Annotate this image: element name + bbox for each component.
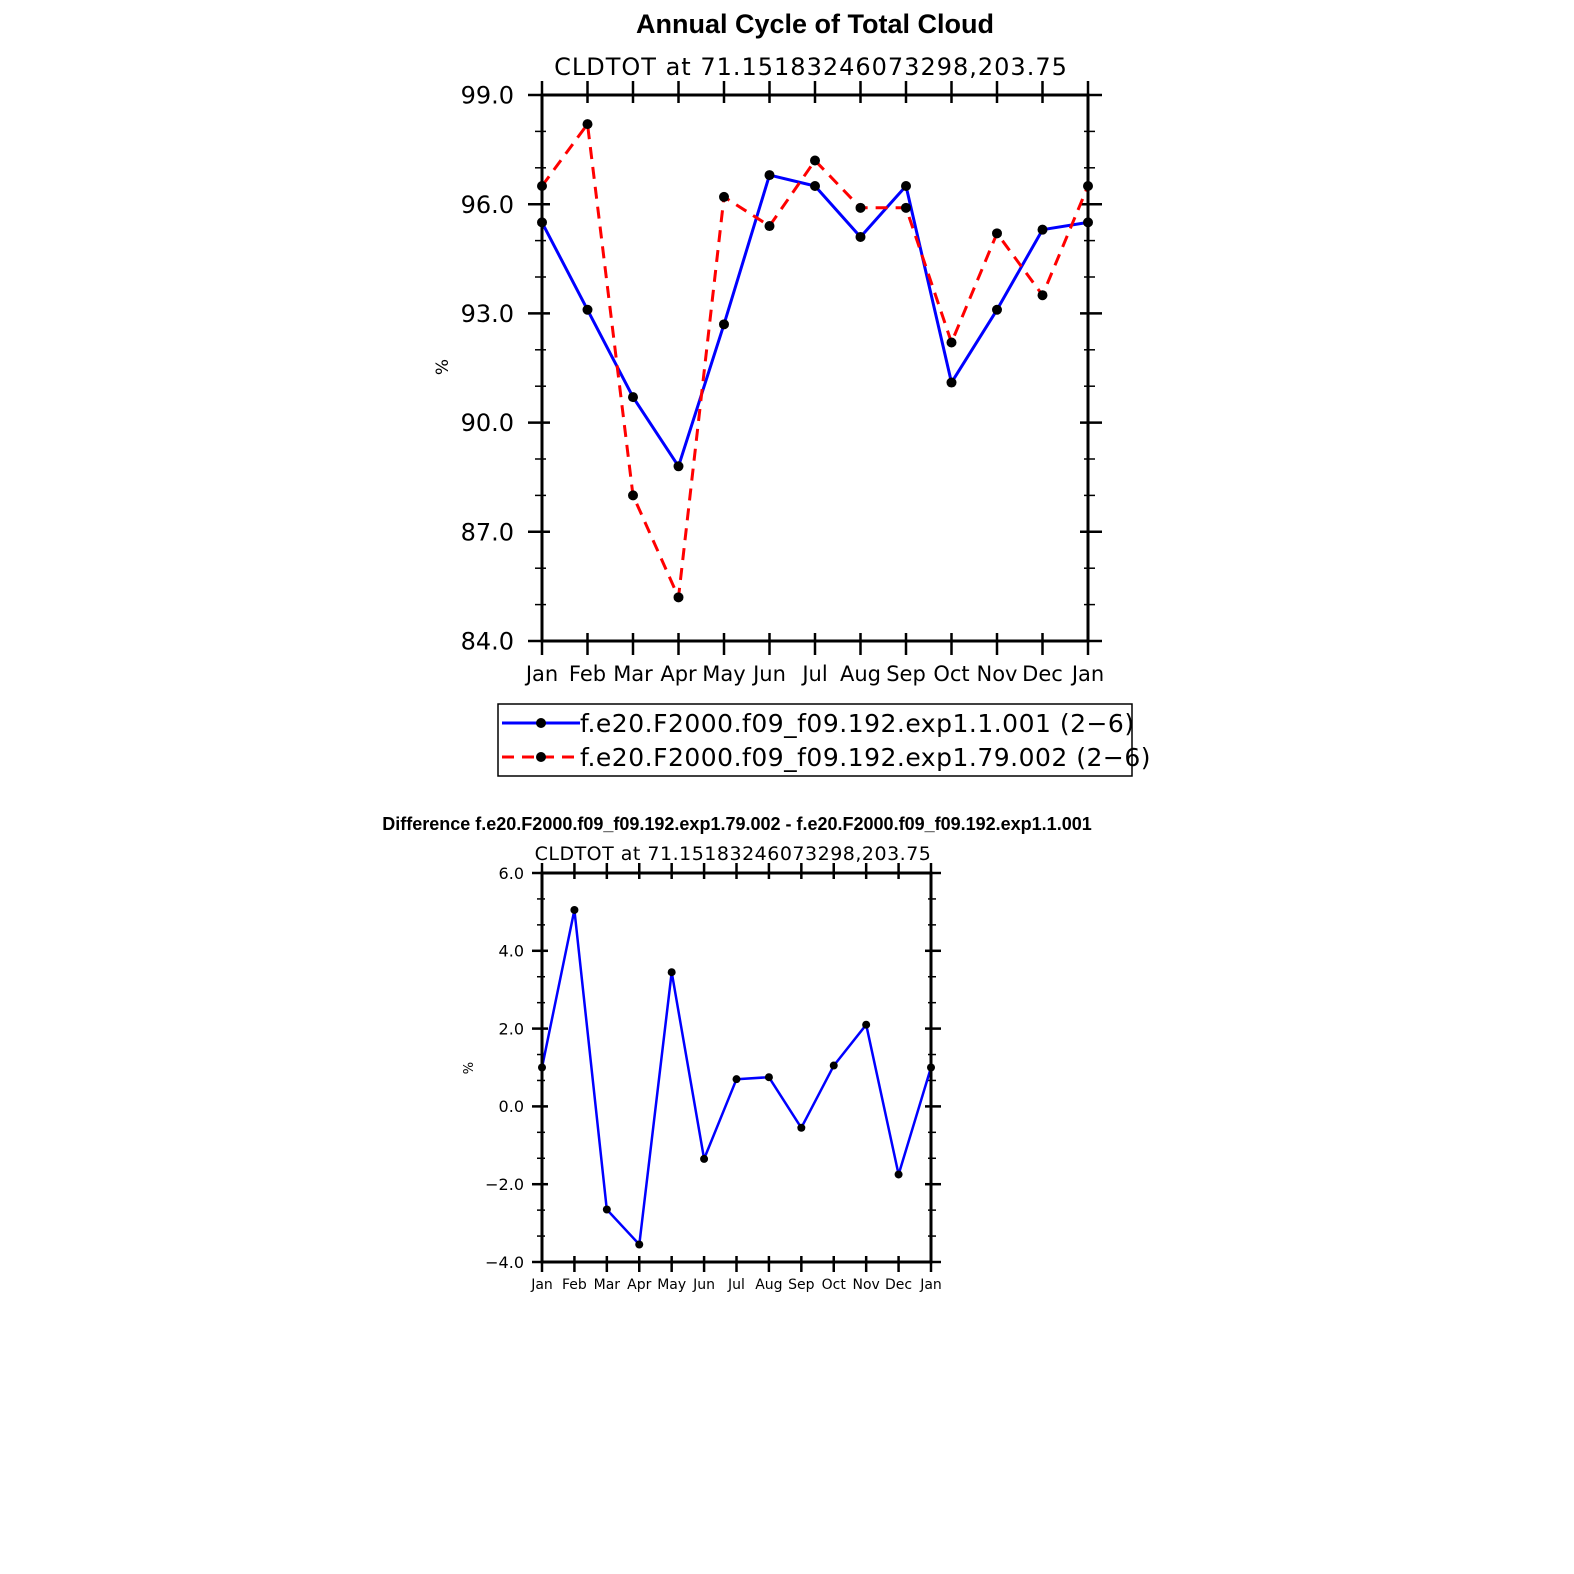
- x-tick-label: Jan: [1070, 662, 1104, 686]
- diff-y-tick-label: 2.0: [499, 1019, 524, 1038]
- diff-series-1-point: [732, 1075, 741, 1084]
- diff-series-1-point: [829, 1061, 838, 1070]
- diff-y-tick-label: 0.0: [499, 1097, 524, 1116]
- diff-series-1-point: [894, 1170, 903, 1179]
- diff-x-tick-label: Apr: [627, 1277, 651, 1293]
- x-tick-label: Apr: [660, 662, 697, 686]
- chart-subtitle: CLDTOT at 71.15183246073298,203.75: [554, 53, 1068, 81]
- x-tick-label: Sep: [886, 662, 926, 686]
- series-1-point: [764, 170, 775, 181]
- diff-x-tick-label: Feb: [562, 1277, 587, 1293]
- diff-y-axis-label: %: [462, 1062, 477, 1074]
- diff-x-tick-label: Sep: [788, 1277, 815, 1293]
- diff-series-1-point: [602, 1205, 611, 1214]
- series-1-point: [1037, 224, 1048, 235]
- diff-y-tick-label: −2.0: [485, 1175, 524, 1194]
- series-1-point: [719, 319, 729, 330]
- diff-x-tick-label: Dec: [885, 1277, 912, 1293]
- x-tick-label: Nov: [977, 662, 1018, 686]
- diff-y-axis-ticks: −4.0 −2.0 0.0 2.0 4.0 6.0: [485, 864, 941, 1272]
- diff-series-1-point: [635, 1240, 644, 1249]
- x-tick-label: Feb: [569, 662, 606, 686]
- x-tick-label: Jan: [524, 662, 558, 686]
- diff-chart-subtitle: CLDTOT at 71.15183246073298,203.75: [535, 843, 932, 865]
- legend-label-series-2: f.e20.F2000.f09_f09.192.exp1.79.002 (2−6…: [580, 743, 1151, 772]
- diff-y-tick-label: 6.0: [499, 864, 524, 883]
- annual-cycle-chart: Annual Cycle of Total Cloud CLDTOT at 71…: [433, 9, 1151, 777]
- series-1-point: [992, 304, 1002, 315]
- diff-series-1-point: [797, 1123, 806, 1132]
- diff-series-1-point: [862, 1020, 871, 1029]
- legend-entry-series-1: f.e20.F2000.f09_f09.192.exp1.1.001 (2−6): [502, 709, 1135, 738]
- diff-chart-title: Difference f.e20.F2000.f09_f09.192.exp1.…: [382, 814, 1091, 834]
- series-2-point: [764, 221, 775, 232]
- y-tick-label: 93.0: [461, 300, 514, 328]
- series-1-point: [673, 461, 684, 472]
- y-axis-label: %: [433, 359, 453, 375]
- diff-x-tick-label: Jan: [919, 1277, 942, 1293]
- diff-x-tick-label: Nov: [853, 1277, 880, 1293]
- series-1-point: [855, 231, 866, 242]
- y-axis-ticks: 84.0 87.0 90.0 93.0 96.0 99.0: [461, 82, 1102, 656]
- series-2-point: [673, 592, 684, 603]
- series-2-point: [810, 155, 820, 166]
- diff-x-tick-label: May: [657, 1277, 686, 1293]
- y-tick-label: 84.0: [461, 628, 514, 656]
- plot-frame: [540, 93, 1090, 643]
- x-tick-label: Aug: [840, 662, 881, 686]
- diff-y-tick-label: 4.0: [499, 942, 524, 961]
- series-2-point: [628, 490, 638, 501]
- legend-marker-series-1: [536, 718, 546, 728]
- y-tick-label: 96.0: [461, 191, 514, 219]
- series-1-point: [628, 392, 638, 403]
- y-tick-label: 90.0: [461, 409, 514, 437]
- series-group: [537, 119, 1093, 603]
- x-tick-label: Jun: [751, 662, 786, 686]
- diff-y-tick-label: −4.0: [485, 1253, 524, 1272]
- x-tick-label: Jul: [800, 662, 827, 686]
- diff-series-1-point: [667, 968, 676, 977]
- legend: f.e20.F2000.f09_f09.192.exp1.1.001 (2−6)…: [497, 703, 1151, 777]
- diff-x-tick-label: Aug: [755, 1277, 782, 1293]
- chart-title: Annual Cycle of Total Cloud: [636, 9, 994, 39]
- diff-series-1-point: [700, 1154, 709, 1163]
- diff-x-tick-label: Mar: [594, 1277, 621, 1293]
- difference-chart: Difference f.e20.F2000.f09_f09.192.exp1.…: [382, 814, 1091, 1293]
- series-2-point: [992, 228, 1002, 239]
- legend-label-series-1: f.e20.F2000.f09_f09.192.exp1.1.001 (2−6): [580, 709, 1135, 738]
- diff-plot-frame: [540, 871, 933, 1264]
- series-2-point: [1037, 290, 1048, 301]
- series-1-point: [901, 181, 911, 191]
- legend-entry-series-2: f.e20.F2000.f09_f09.192.exp1.79.002 (2−6…: [502, 743, 1151, 772]
- diff-x-tick-label: Jun: [692, 1277, 715, 1293]
- y-tick-label: 99.0: [461, 82, 514, 110]
- series-1-point: [582, 304, 593, 315]
- diff-x-tick-label: Jul: [727, 1277, 745, 1293]
- diff-series-1-point: [764, 1073, 773, 1082]
- series-1-point: [810, 181, 820, 191]
- diff-x-tick-label: Oct: [822, 1277, 847, 1293]
- legend-marker-series-2: [536, 752, 546, 762]
- y-tick-label: 87.0: [461, 518, 514, 546]
- diff-x-tick-label: Jan: [530, 1277, 553, 1293]
- diff-series-1-point: [570, 905, 579, 914]
- x-tick-label: Mar: [613, 662, 653, 686]
- x-tick-label: Dec: [1022, 662, 1063, 686]
- series-2-point: [582, 119, 593, 130]
- x-tick-label: May: [702, 662, 745, 686]
- legend-box: [497, 703, 1133, 777]
- series-2-point: [901, 202, 911, 213]
- diff-x-axis-ticks: Jan Feb Mar Apr May Jun Jul Aug Sep Oct Nov Dec Jan: [530, 863, 942, 1293]
- series-2-point: [946, 337, 957, 348]
- series-1-point: [946, 377, 957, 388]
- series-2-point: [719, 191, 729, 202]
- x-tick-label: Oct: [933, 662, 969, 686]
- series-2-point: [855, 202, 866, 213]
